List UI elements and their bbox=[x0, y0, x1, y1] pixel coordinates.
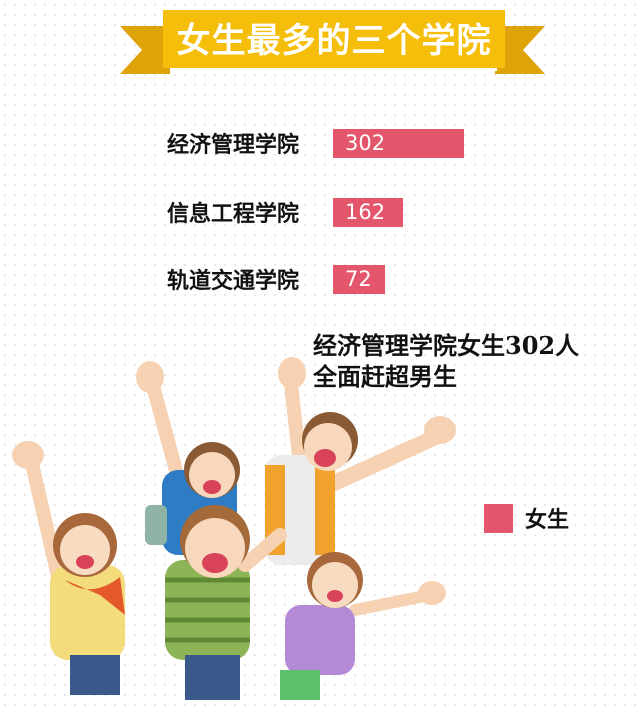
callout-text: 经济管理学院女生302人 全面赶超男生 bbox=[313, 330, 579, 392]
bar-0: 302 bbox=[333, 128, 465, 158]
chart-legend: 女生 bbox=[484, 502, 569, 534]
cheering-students-illustration bbox=[12, 357, 456, 700]
ribbon-main bbox=[163, 10, 505, 68]
callout-line-2: 全面赶超男生 bbox=[313, 362, 457, 391]
page-title: 女生最多的三个学院 bbox=[176, 21, 492, 61]
title-ribbon bbox=[120, 10, 545, 74]
category-label: 信息工程学院 bbox=[167, 201, 300, 227]
data-label: 72 bbox=[345, 267, 372, 291]
bar-1: 162 bbox=[333, 197, 404, 227]
category-label: 轨道交通学院 bbox=[167, 268, 300, 294]
data-label: 302 bbox=[345, 131, 386, 155]
category-label: 经济管理学院 bbox=[167, 132, 300, 158]
bar-row: 信息工程学院 162 bbox=[167, 197, 404, 227]
bar-row: 轨道交通学院 72 bbox=[167, 264, 385, 294]
legend-swatch-female bbox=[484, 503, 513, 533]
ribbon-left-end bbox=[120, 26, 170, 74]
bar-2: 72 bbox=[333, 264, 385, 294]
callout-line-1: 经济管理学院女生302人 bbox=[313, 331, 580, 360]
legend-label-female: 女生 bbox=[525, 507, 570, 533]
ribbon-right-end bbox=[495, 26, 545, 74]
bar-row: 经济管理学院 302 bbox=[167, 128, 465, 158]
data-label: 162 bbox=[345, 200, 386, 224]
